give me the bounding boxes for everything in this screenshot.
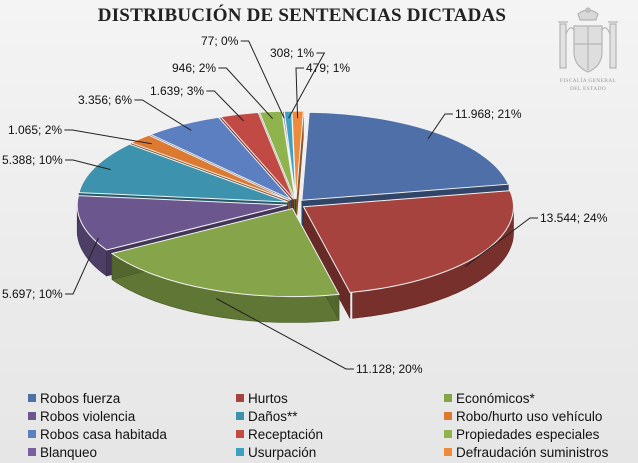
data-label: 11.128; 20%	[356, 362, 423, 376]
legend-label: Robos violencia	[40, 408, 136, 424]
legend-swatch	[236, 394, 244, 402]
data-label: 77; 0%	[201, 34, 239, 48]
legend-item: Robos fuerza	[28, 389, 120, 407]
pie-slice	[78, 143, 288, 203]
leader-line	[65, 237, 99, 295]
pie-slice	[129, 134, 290, 202]
legend-label: Propiedades especiales	[456, 426, 600, 442]
legend-swatch	[444, 448, 452, 456]
data-label: 3.356; 6%	[78, 93, 132, 107]
leader-line	[464, 217, 538, 268]
legend-label: Económicos*	[456, 390, 535, 406]
legend-item: Daños**	[236, 407, 298, 425]
legend-swatch	[28, 430, 36, 438]
legend-item: Económicos*	[444, 389, 535, 407]
legend-item: Propiedades especiales	[444, 425, 599, 443]
leader-line	[427, 113, 453, 140]
legend-swatch	[236, 430, 244, 438]
data-label: 1.065; 2%	[8, 123, 62, 137]
legend-label: Usurpación	[248, 444, 317, 460]
pie-slice	[76, 195, 288, 251]
legend-item: Robos casa habitada	[28, 425, 167, 443]
leader-line	[288, 52, 326, 119]
legend-swatch	[28, 412, 36, 420]
emblem-label: FISCALÍA GENERAL	[559, 78, 617, 84]
legend-item: Usurpación	[236, 443, 316, 461]
legend-swatch	[236, 448, 244, 456]
pie-slice	[149, 116, 292, 201]
data-label: 308; 1%	[270, 46, 314, 60]
legend-swatch	[28, 448, 36, 456]
pie-slice	[258, 110, 296, 200]
leader-line	[295, 67, 304, 119]
legend-label: Daños**	[248, 408, 298, 424]
coat-of-arms-icon	[558, 7, 618, 73]
pie-slice	[301, 111, 510, 201]
data-label: 11.968; 21%	[455, 107, 522, 121]
legend-label: Defraudación suministros	[456, 444, 609, 460]
data-label: 5.697; 10%	[2, 287, 63, 301]
leader-line	[206, 90, 244, 122]
legend-swatch	[28, 394, 36, 402]
data-label: 1.639; 3%	[150, 84, 204, 98]
data-label: 5.388; 10%	[2, 153, 63, 167]
legend-label: Hurtos	[248, 390, 288, 406]
legend-item: Robos violencia	[28, 407, 135, 425]
legend-swatch	[444, 412, 452, 420]
legend-item: Blanqueo	[28, 443, 97, 461]
legend-item: Hurtos	[236, 389, 288, 407]
leader-line	[240, 40, 285, 119]
pie-slice	[110, 207, 340, 298]
legend-swatch	[444, 430, 452, 438]
leader-line	[218, 67, 273, 120]
leader-line	[64, 129, 152, 145]
legend-label: Robos casa habitada	[40, 426, 167, 442]
pie-slice	[302, 190, 514, 294]
leader-line	[65, 159, 111, 171]
data-label: 13.544; 24%	[540, 211, 608, 225]
data-label: 946; 2%	[172, 61, 216, 75]
legend-item: Robo/hurto uso vehículo	[444, 407, 602, 425]
legend-label: Blanqueo	[40, 444, 98, 460]
pie-slice	[219, 111, 295, 200]
chart-legend: Robos fuerza Hurtos Económicos* Robos viole…	[28, 389, 628, 461]
legend-item: Defraudación suministros	[444, 443, 608, 461]
legend-label: Robo/hurto uso vehículo	[456, 408, 603, 424]
legend-swatch	[236, 412, 244, 420]
legend-item: Receptación	[236, 425, 323, 443]
legend-label: Receptación	[248, 426, 324, 442]
pie-chart: 11.968; 21% 13.544; 24% 11.128; 20% 5.697; …	[2, 34, 608, 376]
chart-title: DISTRIBUCIÓN DE SENTENCIAS DICTADAS	[97, 5, 507, 26]
leader-line	[134, 99, 192, 131]
leader-line	[215, 298, 354, 370]
data-label: 479; 1%	[306, 61, 350, 75]
legend-swatch	[444, 394, 452, 402]
legend-label: Robos fuerza	[40, 390, 121, 406]
emblem-label: DEL ESTADO	[569, 86, 607, 92]
